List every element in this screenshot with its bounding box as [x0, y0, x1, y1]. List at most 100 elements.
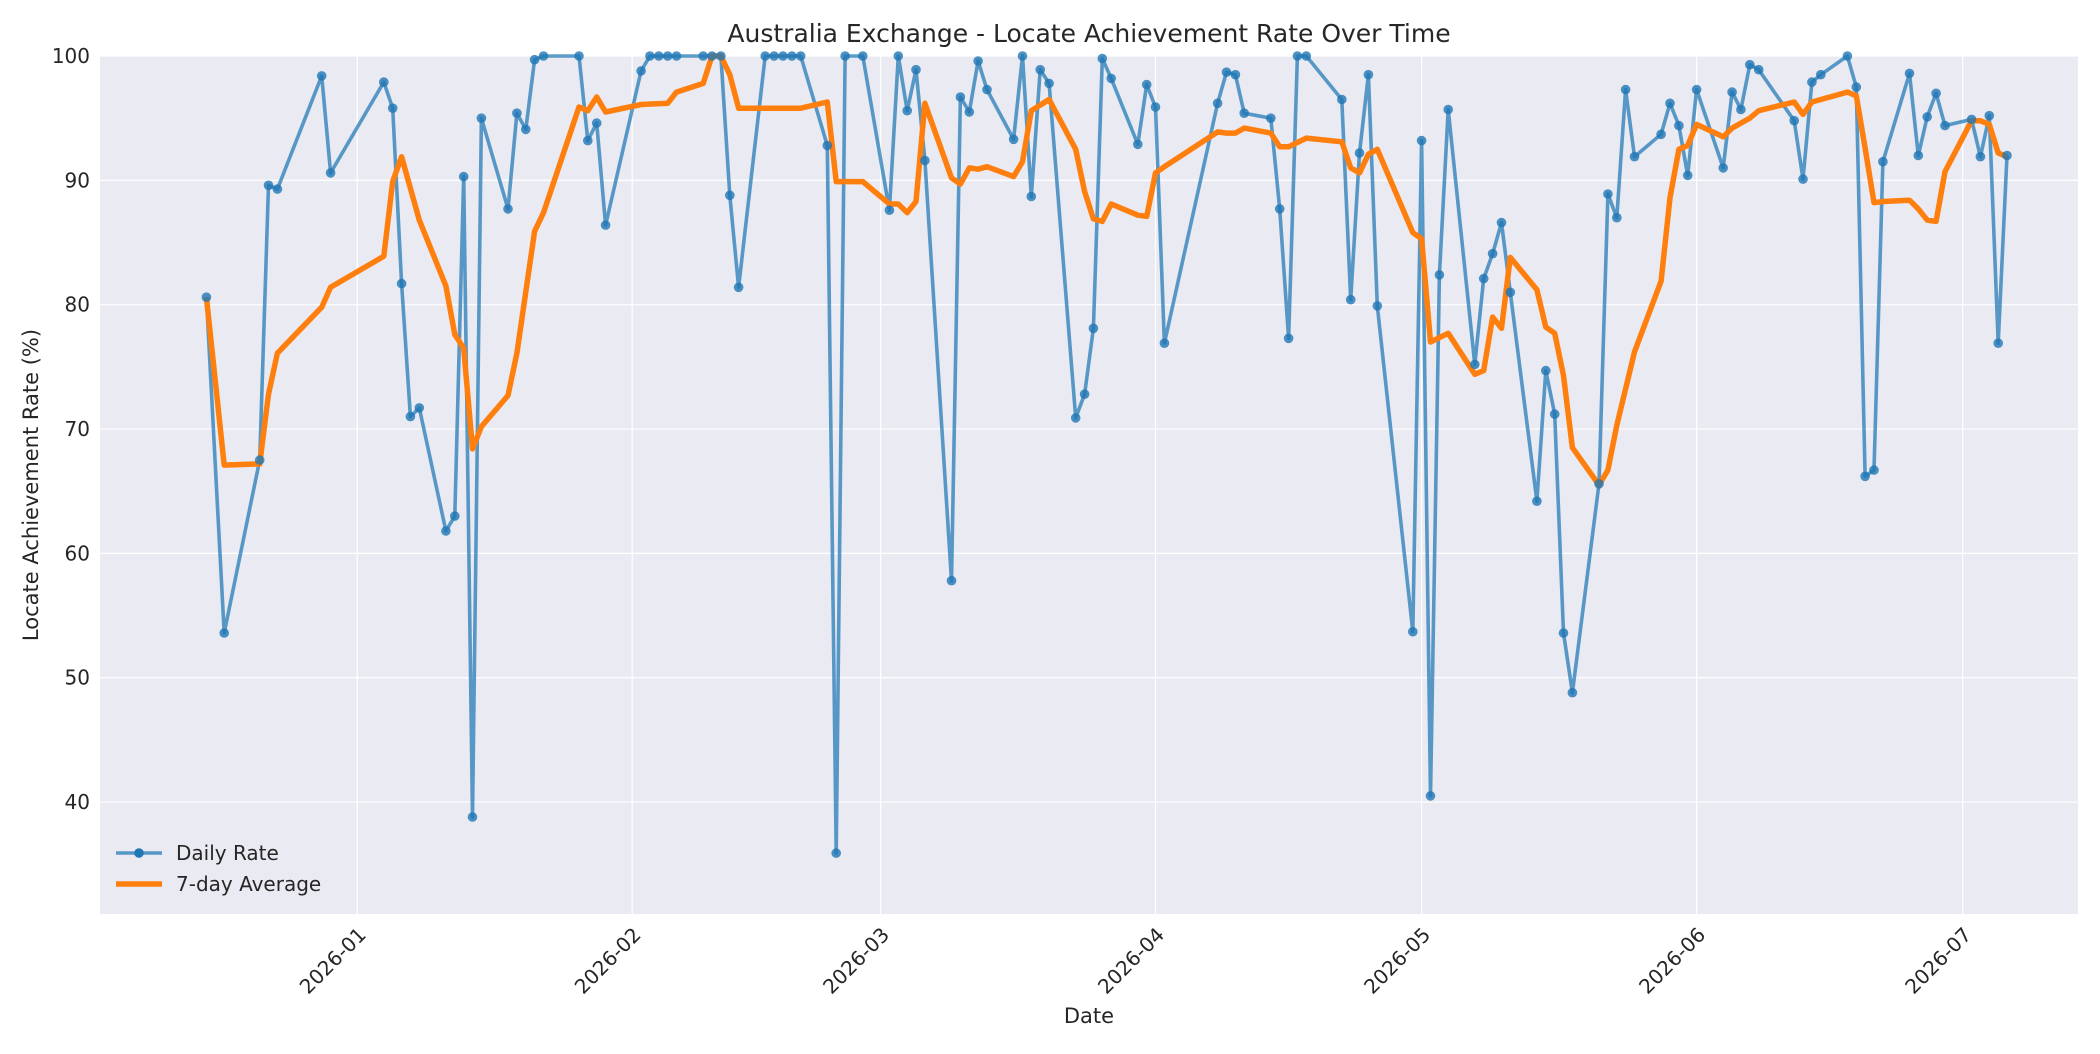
daily-rate-point — [707, 51, 717, 61]
daily-rate-point — [458, 171, 469, 182]
daily-rate-point — [1274, 204, 1285, 214]
daily-rate-point — [1869, 465, 1879, 475]
daily-rate-point — [219, 628, 229, 638]
daily-rate-point — [1682, 170, 1693, 181]
daily-rate-point — [1443, 104, 1453, 115]
x-tick-label: 2026-03 — [818, 923, 894, 999]
daily-rate-point — [1975, 151, 1986, 162]
daily-rate-point — [1221, 67, 1232, 77]
daily-rate-point — [1993, 338, 2003, 349]
daily-rate-point — [1807, 77, 1817, 87]
daily-rate-point — [201, 292, 212, 303]
daily-rate-point — [1266, 113, 1276, 123]
daily-rate-point — [1727, 87, 1737, 97]
daily-rate-point — [405, 411, 416, 422]
daily-rate-point — [272, 184, 283, 194]
daily-rate-point — [538, 51, 549, 61]
gridlines — [100, 55, 2078, 914]
daily-rate-point — [1656, 129, 1666, 140]
daily-rate-point — [600, 220, 611, 230]
daily-rate-point — [698, 51, 708, 61]
daily-rate-point — [1470, 359, 1480, 370]
y-tick-label: 60 — [65, 541, 90, 565]
daily-rate-point — [662, 51, 673, 61]
daily-rate-point — [1159, 338, 1170, 349]
daily-rate-point — [1434, 270, 1445, 280]
daily-rate-point — [1966, 114, 1977, 125]
daily-rate-point — [1629, 151, 1640, 162]
daily-rate-point — [1789, 115, 1799, 126]
daily-rate-point — [1984, 110, 1995, 121]
series-layer — [201, 51, 2012, 858]
x-tick-label: 2026-04 — [1093, 923, 1169, 999]
daily-rate-point — [1718, 163, 1728, 173]
daily-rate-point — [583, 135, 593, 146]
x-tick-label: 2026-07 — [1900, 923, 1976, 999]
daily-rate-point — [760, 51, 770, 61]
daily-rate-point — [840, 51, 850, 61]
daily-rate-point — [1088, 323, 1099, 334]
daily-rate-point — [476, 113, 487, 123]
daily-rate-point — [964, 107, 975, 117]
daily-rate-point — [1922, 112, 1932, 122]
daily-rate-point — [1940, 120, 1950, 131]
daily-rate-point — [521, 124, 531, 135]
daily-rate-point — [1150, 102, 1161, 112]
daily-rate-point — [1665, 98, 1675, 109]
daily-rate-point — [733, 282, 744, 293]
x-tick-label: 2026-06 — [1634, 923, 1710, 999]
daily-rate-point — [1008, 134, 1019, 145]
daily-rate-point — [1354, 148, 1365, 158]
daily-rate-point — [1239, 108, 1249, 118]
chart-title: Australia Exchange - Locate Achievement … — [727, 19, 1450, 48]
x-tick-label: 2026-05 — [1359, 923, 1435, 999]
daily-rate-point — [1878, 156, 1888, 167]
legend-label-7-day-average: 7-day Average — [176, 872, 321, 896]
daily-rate-point — [414, 403, 425, 413]
daily-rate-point — [512, 108, 522, 118]
daily-rate-point — [858, 51, 868, 61]
daily-rate-point — [982, 84, 992, 95]
daily-rate-point — [529, 54, 540, 65]
daily-rate-point — [1035, 64, 1045, 75]
daily-rate-point — [1478, 273, 1489, 284]
daily-rate-point — [387, 103, 398, 113]
x-axis-label: Date — [1064, 1004, 1114, 1028]
daily-rate-point — [645, 51, 655, 61]
daily-rate-point — [2002, 150, 2012, 161]
daily-rate-point — [316, 71, 327, 81]
daily-rate-point — [893, 51, 904, 61]
daily-rate-point — [503, 204, 513, 214]
daily-rate-point — [379, 77, 389, 87]
daily-rate-point — [1408, 626, 1418, 637]
daily-rate-point — [769, 51, 779, 61]
daily-rate-point — [450, 511, 460, 521]
daily-rate-point — [1816, 69, 1826, 80]
daily-rate-point — [778, 51, 788, 61]
daily-rate-point — [1133, 139, 1143, 150]
seven-day-average-line — [203, 53, 2009, 488]
daily-rate-point — [254, 455, 265, 465]
legend-label-daily-rate: Daily Rate — [176, 841, 279, 865]
daily-rate-point — [955, 92, 966, 102]
daily-rate-point — [1594, 479, 1604, 489]
legend: Daily Rate 7-day Average — [116, 841, 321, 896]
daily-rate-point — [1505, 287, 1516, 298]
daily-rate-point — [1345, 294, 1356, 305]
daily-rate-point — [1913, 150, 1924, 161]
daily-rate-point — [591, 118, 602, 128]
x-tick-label: 2026-02 — [570, 923, 646, 999]
daily-rate-point — [1603, 189, 1613, 199]
daily-rate-point — [1931, 88, 1941, 99]
y-tick-label: 100 — [52, 44, 90, 68]
daily-rate-point — [1798, 174, 1808, 184]
daily-rate-point — [911, 64, 921, 75]
daily-rate-point — [1532, 496, 1542, 507]
daily-rate-point — [467, 812, 478, 822]
daily-rate-point — [1044, 78, 1054, 89]
daily-rate-point — [1558, 628, 1569, 638]
y-tick-label: 50 — [65, 666, 90, 690]
daily-rate-point — [831, 848, 841, 858]
